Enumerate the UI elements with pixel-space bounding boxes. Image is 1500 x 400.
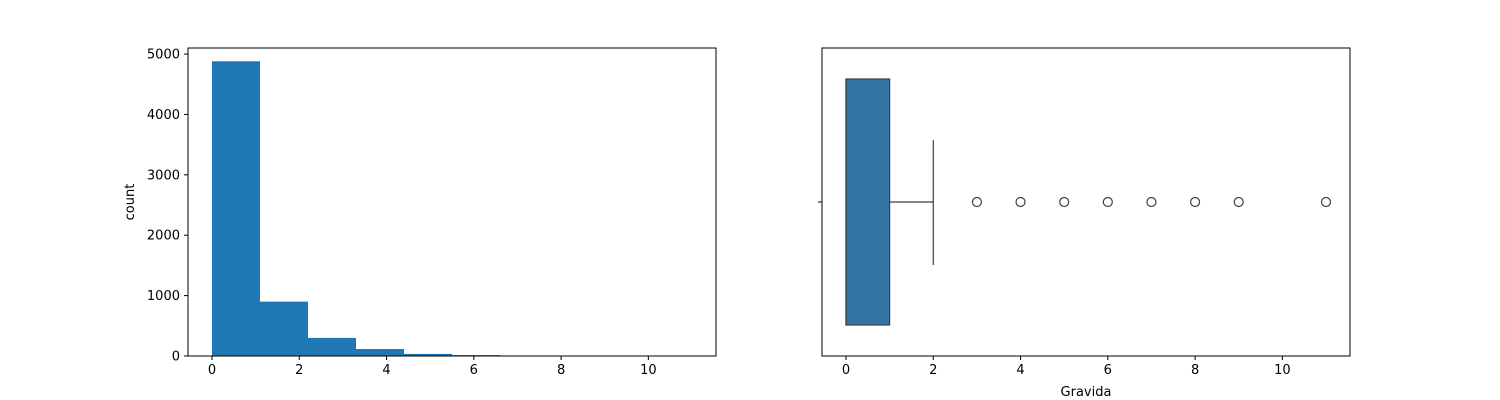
boxplot-outlier [1146,196,1157,208]
histogram-plot-frame [187,47,717,357]
x-axis-label: Gravida [1061,385,1112,400]
boxplot-panel: 0 2 4 6 8 10 Gravida [818,47,1351,400]
x-tick-label: 2 [929,363,937,378]
y-tick-label: 5000 [147,48,180,63]
x-tick-label: 10 [640,363,657,378]
y-axis-label: count [123,184,138,221]
boxplot-outlier [1059,196,1070,208]
boxplot-outlier [1320,196,1332,208]
x-tick-label: 0 [842,363,850,378]
x-tick-label: 6 [470,363,478,378]
x-tick-label: 4 [382,363,390,378]
y-tick-label: 3000 [147,168,180,183]
histogram-bar [260,301,308,356]
x-tick-label: 0 [208,363,216,378]
histogram-bar [308,337,356,356]
boxplot-outlier [971,196,983,208]
boxplot-outlier [1233,196,1244,208]
histogram-bar [404,353,452,356]
x-tick-label: 2 [295,363,303,378]
histogram-bar [212,61,260,356]
y-tick-label: 1000 [147,289,180,304]
x-tick-label: 8 [557,363,565,378]
x-tick-label: 4 [1016,363,1024,378]
x-tick-label: 6 [1104,363,1112,378]
boxplot-outlier [1015,196,1026,208]
y-tick-label: 4000 [147,108,180,123]
boxplot-box [845,78,891,326]
x-tick-label: 10 [1274,363,1291,378]
y-tick-label: 0 [172,350,180,365]
boxplot-outlier [1189,196,1201,208]
x-tick-label: 8 [1191,363,1199,378]
y-tick-label: 2000 [147,229,180,244]
boxplot-outlier [1102,196,1113,208]
histogram-panel: 0 2 4 6 8 10 0 1000 2000 3000 4000 5000 count [123,47,717,378]
histogram-bar [356,349,404,356]
